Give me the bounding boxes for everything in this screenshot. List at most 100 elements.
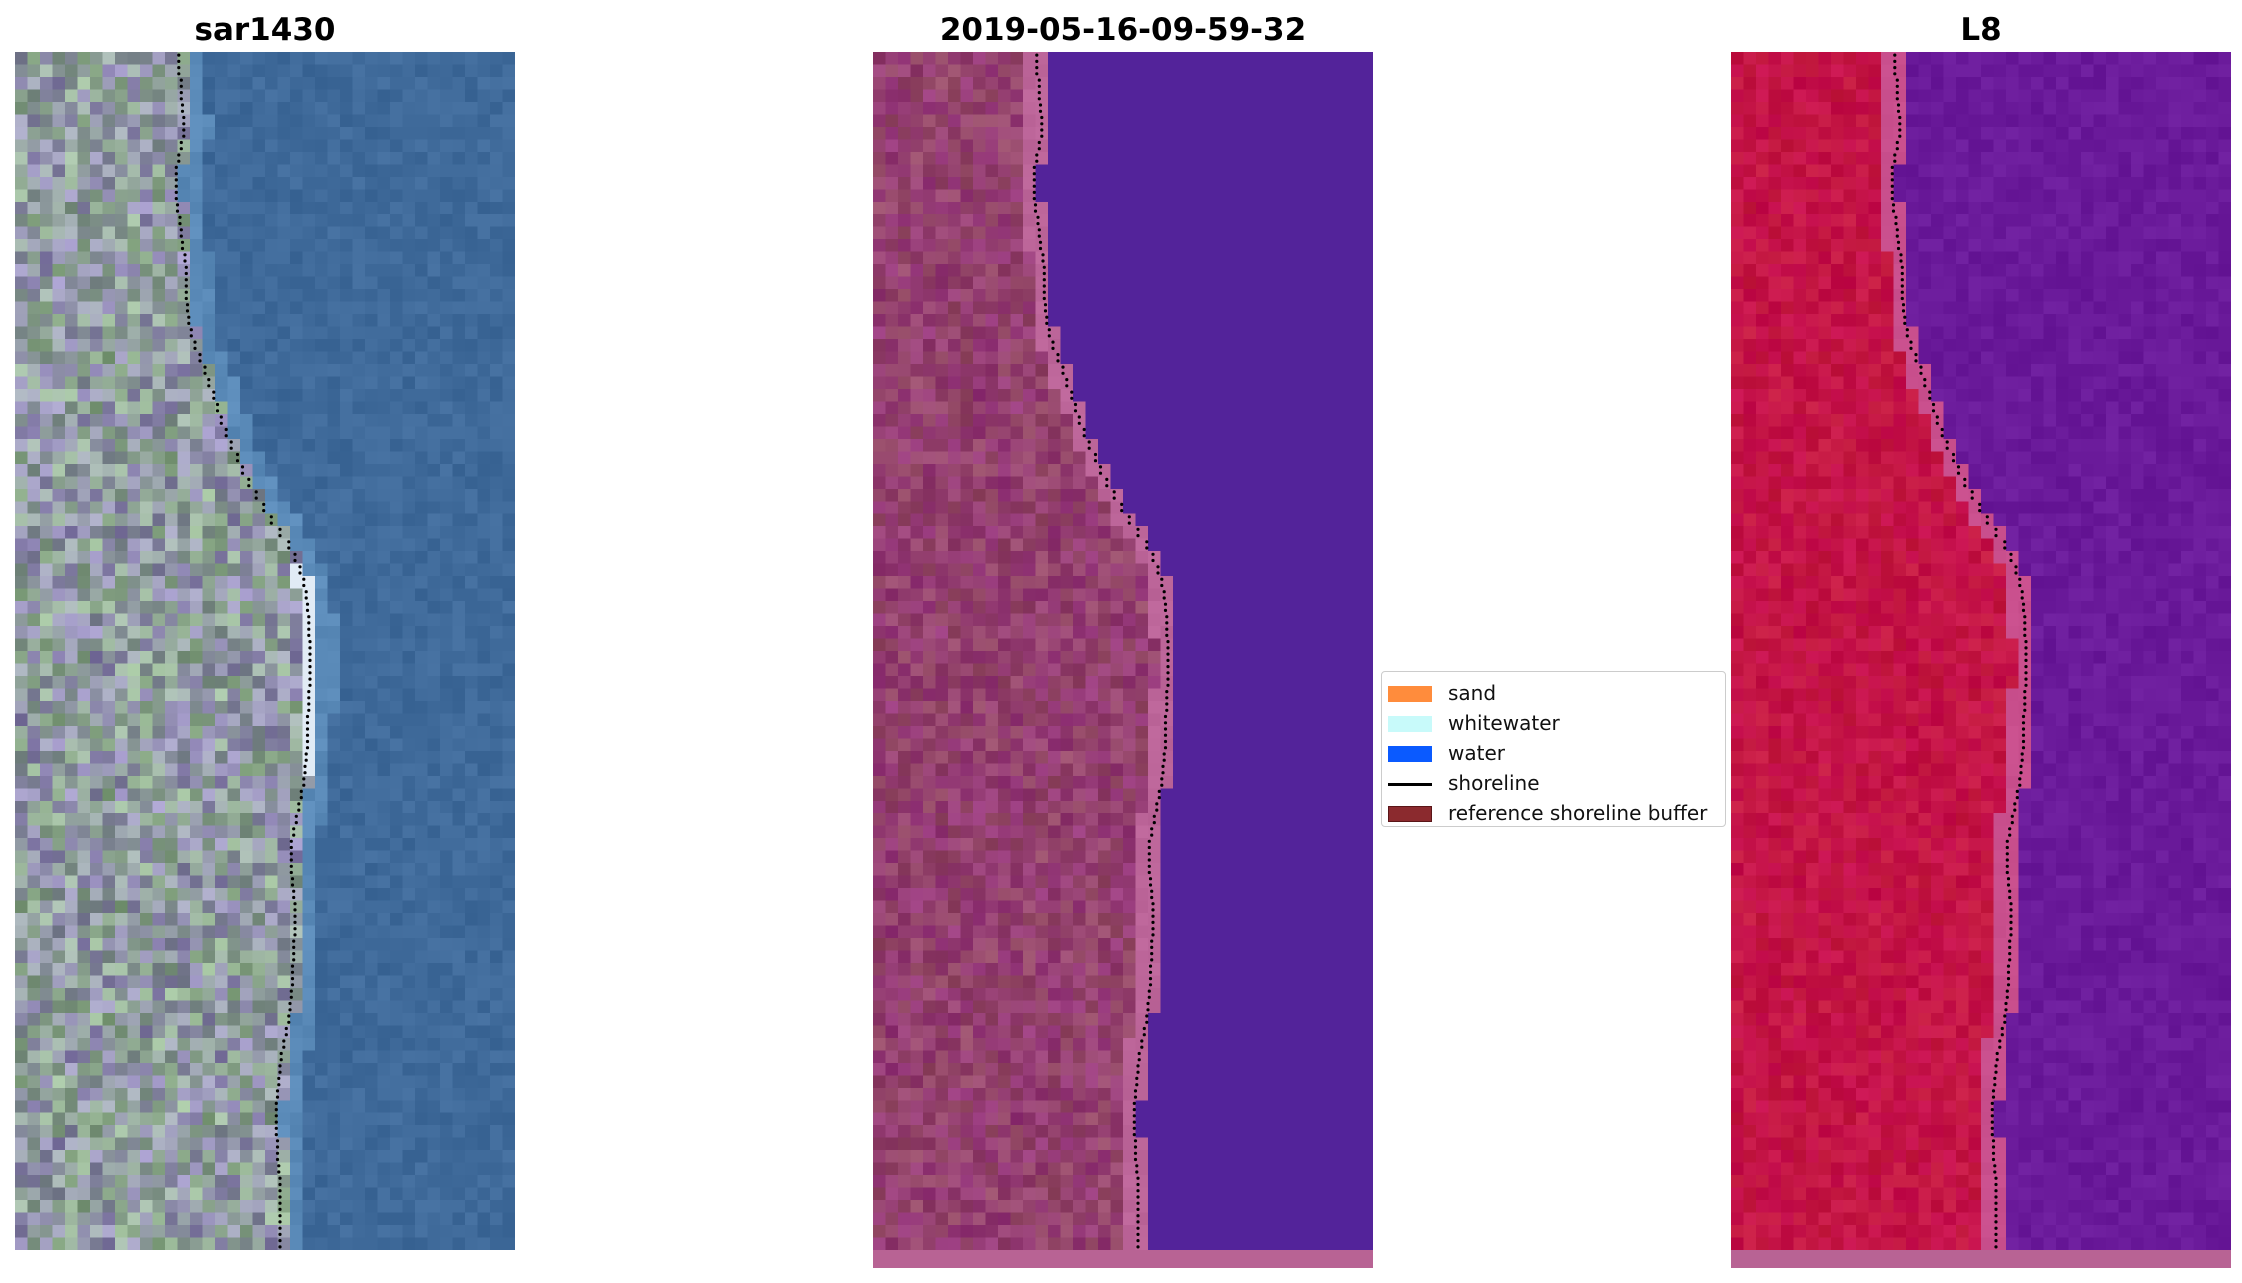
shoreline-dot	[1133, 1089, 1138, 1093]
shoreline-dot	[1038, 240, 1043, 244]
shoreline-dot	[1082, 427, 1086, 432]
shoreline-dot	[2005, 839, 2009, 843]
shoreline-dot	[307, 696, 311, 700]
shoreline-dot	[279, 1051, 283, 1056]
shoreline-dot	[2005, 852, 2009, 856]
shoreline-dot	[179, 140, 183, 145]
shoreline-dot	[179, 91, 183, 95]
shoreline-dot	[177, 66, 181, 70]
shoreline-dot	[1956, 465, 1961, 469]
shoreline-dot	[1147, 845, 1151, 850]
shoreline-dot	[1135, 1076, 1139, 1080]
shoreline-dot	[304, 752, 308, 756]
shoreline-dot	[1978, 509, 1982, 513]
shoreline-dot	[1970, 490, 1974, 494]
shoreline-dot	[1150, 827, 1154, 831]
shoreline-dot	[1037, 228, 1041, 232]
shoreline-dot	[2024, 646, 2028, 650]
shoreline-dot	[1035, 153, 1039, 157]
shoreline-dot	[1166, 640, 1170, 644]
shoreline-dot	[1951, 452, 1956, 457]
shoreline-dot	[274, 1126, 278, 1130]
shoreline-dot	[179, 228, 183, 232]
shoreline-dot	[1056, 359, 1060, 363]
shoreline-dot	[1893, 59, 1897, 63]
shoreline-dot	[304, 596, 308, 600]
shoreline-dot	[278, 1064, 282, 1068]
shoreline-dot	[288, 1001, 292, 1006]
shoreline-dot	[1899, 259, 1903, 263]
shoreline-dot	[1043, 303, 1048, 307]
shoreline-dot	[1900, 296, 1904, 301]
shoreline-dot	[305, 608, 310, 613]
shoreline-dot	[1893, 153, 1897, 157]
shoreline-dot	[219, 415, 223, 419]
shoreline-dot	[278, 1182, 282, 1187]
shoreline-dot	[1891, 203, 1896, 207]
shoreline-dot	[2023, 633, 2027, 638]
shoreline-dot	[303, 764, 307, 769]
shoreline-dot	[2005, 870, 2009, 875]
shoreline-dot	[1894, 215, 1898, 219]
shoreline-dot	[1161, 764, 1165, 769]
shoreline-dot	[177, 72, 181, 76]
shoreline-dot	[1994, 1232, 1998, 1236]
shoreline-dot	[1132, 1108, 1136, 1112]
shoreline-dot	[2003, 540, 2007, 544]
shoreline-dot	[1905, 328, 1909, 332]
shoreline-dot	[2006, 977, 2011, 981]
shoreline-dot	[2006, 964, 2011, 968]
shoreline-dot	[1120, 509, 1124, 513]
shoreline-dot	[1900, 278, 1904, 282]
shoreline-dot	[229, 440, 233, 444]
shoreline-dot	[1120, 502, 1124, 506]
shoreline-dot	[247, 484, 251, 488]
shoreline-dot	[2005, 845, 2009, 850]
shoreline-dot	[224, 434, 228, 438]
shoreline-dot	[1890, 165, 1894, 169]
shoreline-dot	[290, 883, 295, 887]
shoreline-dot	[1042, 284, 1046, 288]
shoreline-dot	[1895, 97, 1899, 101]
shoreline-dot	[215, 409, 220, 413]
shoreline-dot	[299, 796, 303, 800]
shoreline-dot	[183, 259, 187, 263]
shoreline-dot	[1032, 172, 1036, 176]
shoreline-dot	[179, 97, 183, 101]
shoreline-dot	[1963, 484, 1967, 488]
shoreline-dot	[1903, 315, 1907, 319]
shoreline-dot	[1899, 253, 1903, 257]
shoreline-dot	[308, 658, 312, 663]
shoreline-dot	[177, 153, 181, 157]
shoreline-dot	[1065, 378, 1069, 382]
shoreline-dot	[1163, 746, 1168, 750]
shoreline-dot	[1093, 452, 1098, 457]
shoreline-dot	[277, 1170, 281, 1174]
shoreline-dot	[1132, 1114, 1136, 1118]
shoreline-dot	[1136, 1239, 1140, 1243]
shoreline-dot	[2021, 733, 2026, 737]
shoreline-dot	[2006, 970, 2011, 974]
shoreline-dot	[2019, 764, 2023, 769]
shoreline-dot	[1900, 284, 1904, 288]
shoreline-dot	[1037, 84, 1041, 88]
shoreline-dot	[1990, 1114, 1994, 1118]
shoreline-dot	[274, 1120, 278, 1124]
shoreline-dot	[1923, 384, 1927, 388]
shoreline-dot	[2008, 889, 2012, 893]
shoreline-dot	[1093, 459, 1098, 463]
shoreline-dot	[1985, 515, 1989, 519]
shoreline-dot	[1070, 396, 1074, 400]
shoreline-dot	[1931, 409, 1936, 413]
shoreline-dot	[2024, 671, 2028, 675]
shoreline-dot	[305, 733, 310, 737]
shoreline-dot	[294, 821, 298, 825]
shoreline-dot	[1151, 902, 1155, 906]
shoreline-dot	[307, 627, 311, 631]
shoreline-dot	[274, 1101, 278, 1105]
shoreline-dot	[1165, 621, 1169, 625]
shoreline-dot	[1037, 78, 1041, 82]
shoreline-dot	[1165, 633, 1169, 638]
shoreline-dot	[277, 1164, 281, 1168]
shoreline-dot	[1082, 434, 1086, 438]
